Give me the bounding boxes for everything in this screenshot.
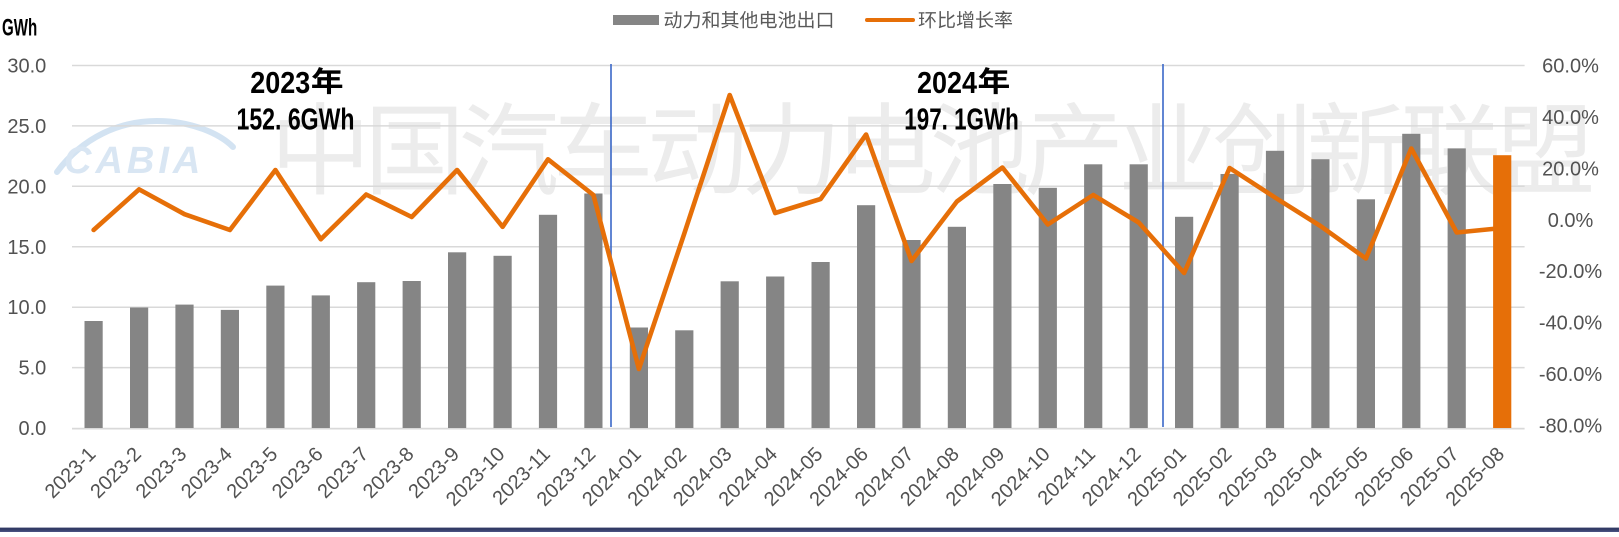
svg-text:20.0%: 20.0% — [1542, 158, 1599, 180]
svg-text:15.0: 15.0 — [7, 237, 46, 259]
svg-text:0.0%: 0.0% — [1548, 210, 1594, 232]
svg-text:-80.0%: -80.0% — [1539, 416, 1603, 438]
svg-text:40.0%: 40.0% — [1542, 107, 1599, 129]
svg-text:152. 6GWh: 152. 6GWh — [237, 102, 355, 137]
svg-text:20.0: 20.0 — [7, 176, 46, 198]
svg-text:GWh: GWh — [2, 15, 37, 42]
svg-text:30.0: 30.0 — [7, 56, 46, 78]
svg-text:2023: 2023 — [250, 65, 310, 100]
svg-text:60.0%: 60.0% — [1542, 56, 1599, 78]
svg-text:10.0: 10.0 — [7, 297, 46, 319]
svg-text:0.0: 0.0 — [18, 418, 46, 440]
svg-text:2024: 2024 — [917, 65, 978, 100]
svg-text:197. 1GWh: 197. 1GWh — [904, 102, 1019, 137]
svg-text:-20.0%: -20.0% — [1539, 261, 1603, 283]
svg-text:-60.0%: -60.0% — [1539, 364, 1603, 386]
svg-text:-40.0%: -40.0% — [1539, 313, 1603, 335]
svg-text:CABIA: CABIA — [64, 140, 204, 182]
svg-text:25.0: 25.0 — [7, 116, 46, 138]
svg-text:5.0: 5.0 — [18, 358, 46, 380]
